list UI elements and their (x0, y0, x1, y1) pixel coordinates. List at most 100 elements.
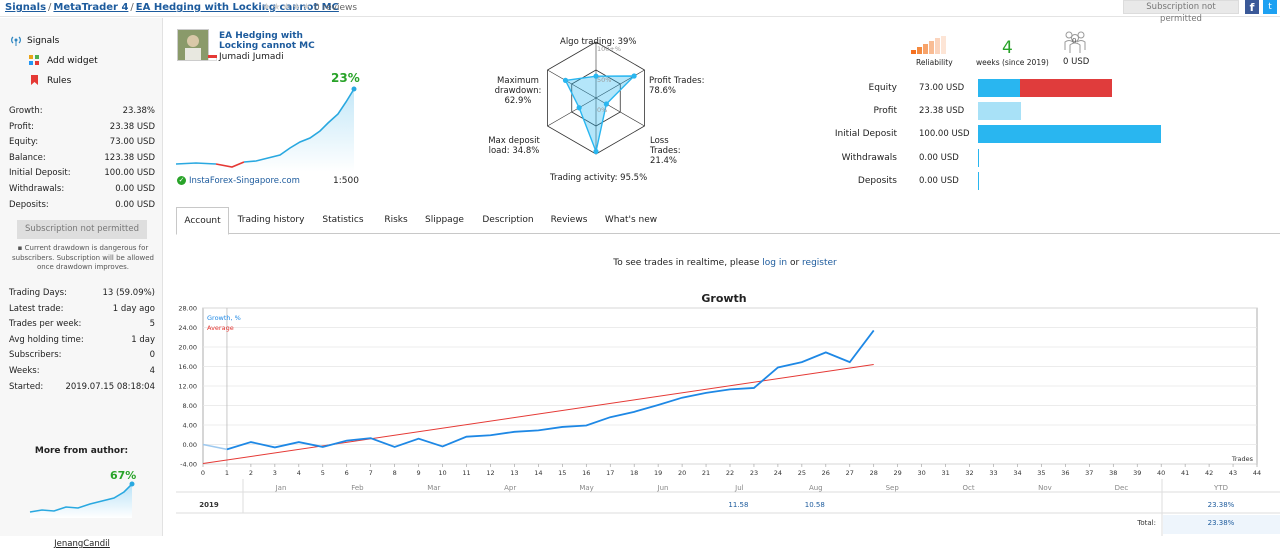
stat-value: 4 (149, 366, 155, 376)
author-signal-sparkline[interactable] (28, 480, 138, 518)
stat-label: Balance: (9, 152, 46, 163)
tab-risks[interactable]: Risks (384, 215, 408, 225)
leverage-value: 1:500 (333, 176, 359, 186)
radar-label-trading-activity: Trading activity: 95.5% (550, 173, 648, 183)
x-tick-label: 2 (249, 469, 253, 477)
radar-ring-label: 100+% (597, 45, 622, 53)
stat-label: Deposits: (9, 199, 49, 210)
y-tick-label: -4.00 (180, 461, 197, 469)
x-tick-label: 40 (1157, 469, 1165, 477)
flag-icon (208, 55, 217, 61)
x-tick-label: 16 (582, 469, 590, 477)
radar-label-profit-trades: Profit Trades: 78.6% (649, 76, 705, 96)
rating-stars[interactable]: ★★★★★ (262, 2, 312, 13)
month-header: Feb (351, 484, 364, 492)
sidebar-item-signals[interactable]: Signals (27, 36, 60, 46)
x-tick-label: 0 (201, 469, 205, 477)
radar-ring-label: 50% (597, 76, 612, 84)
x-tick-label: 14 (534, 469, 542, 477)
stat-value: 5 (149, 319, 155, 330)
reliability-icon (911, 36, 946, 54)
broker-link[interactable]: InstaForex-Singapore.com (189, 176, 300, 186)
breadcrumb-separator: / (48, 2, 52, 13)
stat-label: Avg holding time: (9, 334, 84, 345)
realtime-text: To see trades in realtime, please (613, 258, 760, 268)
month-value-jul: 11.58 (728, 501, 748, 509)
radar-point (576, 105, 582, 111)
radar-ring-label: 0% (597, 106, 608, 114)
tab-whats-new[interactable]: What's new (604, 215, 658, 225)
twitter-icon[interactable]: t (1263, 0, 1277, 14)
register-link[interactable]: register (802, 258, 837, 268)
x-tick-label: 3 (273, 469, 277, 477)
x-tick-label: 1 (225, 469, 229, 477)
stat-row: Deposits: 0.00 USD (9, 198, 155, 212)
realtime-notice: To see trades in realtime, please log in… (560, 258, 890, 268)
breadcrumb-metatrader4[interactable]: MetaTrader 4 (53, 2, 129, 13)
stat-label: Subscribers: (9, 350, 62, 361)
radar-label-deposit-load: Max deposit load: 34.8% (488, 136, 540, 156)
author-signal-link[interactable]: JenangCandil (54, 539, 110, 549)
bar-fill (978, 102, 1021, 121)
stat-label: Profit: (9, 121, 35, 132)
growth-line (226, 329, 875, 451)
x-tick-label: 37 (1085, 469, 1093, 477)
year-label: 2019 (199, 501, 219, 509)
month-header: Apr (504, 484, 516, 492)
drawdown-warning-text: Current drawdown is dangerous for subscr… (12, 244, 154, 271)
signal-author[interactable]: Jumadi Jumadi (219, 52, 284, 62)
growth-line-pre (202, 443, 228, 451)
legend-growth: Growth, % (207, 314, 241, 322)
tab-slippage[interactable]: Slippage (425, 215, 464, 225)
tab-bar: Account Trading history Statistics Risks… (176, 207, 1280, 235)
radar-point (562, 77, 569, 83)
legend-average: Average (207, 324, 234, 332)
signal-title[interactable]: EA Hedging with Locking cannot MC (219, 31, 315, 51)
subscribers-count: 0 (1072, 37, 1077, 45)
radar-point (593, 148, 599, 155)
bar-value: 23.38 USD (919, 106, 965, 117)
stat-value: 1 day ago (112, 303, 155, 314)
breadcrumb-signals[interactable]: Signals (5, 2, 47, 13)
x-tick-label: 31 (941, 469, 949, 477)
breadcrumb-signal[interactable]: EA Hedging with Locking cannot MC (135, 2, 339, 13)
subscription-button-top[interactable]: Subscription not permitted (1123, 0, 1239, 24)
x-tick-label: 42 (1205, 469, 1213, 477)
sidebar-item-add-widget[interactable]: Add widget (47, 56, 98, 66)
sidebar-item-rules[interactable]: Rules (47, 76, 72, 86)
radar-point (603, 101, 609, 107)
breadcrumb-separator: / (130, 2, 134, 13)
x-tick-label: 27 (846, 469, 854, 477)
stat-label: Weeks: (9, 366, 40, 376)
x-tick-label: 13 (510, 469, 518, 477)
bar-fill (978, 171, 979, 190)
x-tick-label: 44 (1253, 469, 1261, 477)
tab-account[interactable]: Account (176, 207, 229, 235)
stat-value: 0.00 USD (115, 184, 155, 194)
ytd-header: YTD (1213, 484, 1228, 492)
tab-statistics[interactable]: Statistics (322, 215, 364, 225)
facebook-icon[interactable]: f (1245, 0, 1259, 14)
stat-value: 123.38 USD (104, 152, 155, 163)
year-table: Jan Feb Mar Apr May Jun Jul Aug Sep Oct Nov Dec YTD 2… (176, 479, 1280, 536)
signal-growth-sparkline[interactable] (176, 82, 362, 172)
radar-point (593, 73, 599, 79)
login-link[interactable]: log in (762, 258, 788, 268)
signal-icon (10, 34, 22, 49)
month-header: Nov (1038, 484, 1052, 492)
reviews-count[interactable]: 0 reviews (314, 3, 358, 13)
subscribers-icon (1064, 31, 1086, 53)
tab-trading-history[interactable]: Trading history (237, 215, 305, 225)
tab-description[interactable]: Description (482, 215, 534, 225)
signal-avatar[interactable] (177, 29, 209, 61)
x-tick-label: 18 (630, 469, 638, 477)
x-tick-label: 11 (462, 469, 470, 477)
tab-reviews[interactable]: Reviews (550, 215, 588, 225)
stat-label: Initial Deposit: (9, 168, 71, 179)
stat-row: Growth: 23.38% (9, 104, 155, 118)
subscription-button[interactable]: Subscription not permitted (17, 220, 147, 239)
stat-label: Withdrawals: (9, 184, 65, 194)
widget-icon (29, 55, 39, 68)
stat-value: 1 day (131, 334, 155, 345)
radar-axis (547, 97, 597, 127)
